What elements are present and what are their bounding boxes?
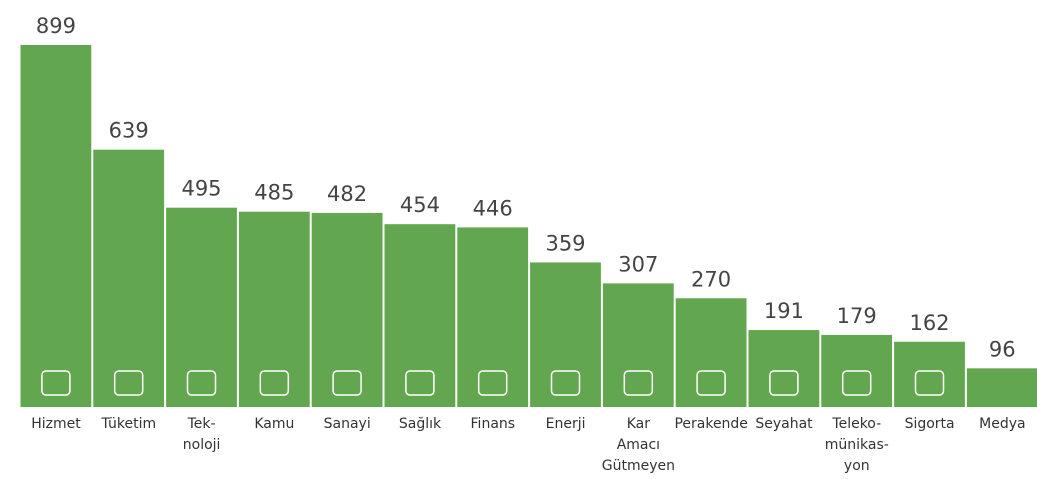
bar-icon bbox=[623, 370, 654, 396]
bar bbox=[20, 45, 92, 407]
value-label: 179 bbox=[837, 304, 877, 328]
bar bbox=[894, 341, 965, 407]
value-label: 162 bbox=[909, 311, 949, 335]
value-label: 495 bbox=[181, 177, 221, 201]
bar-icon bbox=[113, 370, 144, 396]
category-label: Sigorta bbox=[904, 416, 955, 432]
bar-icon bbox=[841, 370, 872, 396]
category-label: Kamu bbox=[254, 416, 295, 432]
bar bbox=[311, 212, 383, 407]
value-label: 307 bbox=[618, 252, 658, 276]
value-label: 482 bbox=[327, 182, 367, 206]
value-label: 270 bbox=[691, 267, 731, 291]
bar bbox=[966, 368, 1037, 407]
bar bbox=[530, 262, 601, 407]
bar bbox=[93, 149, 165, 408]
value-label: 639 bbox=[109, 119, 149, 143]
category-label: Sanayi bbox=[323, 416, 371, 432]
bar-icon bbox=[332, 370, 362, 396]
category-label: Medya bbox=[979, 416, 1026, 432]
category-label: Sağlık bbox=[398, 416, 442, 432]
category-label: Perakende bbox=[674, 416, 748, 432]
bar-icon bbox=[550, 370, 581, 396]
bar-icon bbox=[405, 370, 435, 396]
category-label: Tüketim bbox=[101, 416, 157, 432]
bar bbox=[748, 330, 820, 407]
bar bbox=[238, 211, 310, 407]
bar bbox=[457, 227, 529, 407]
bar-icon bbox=[477, 370, 508, 396]
bar-icon bbox=[696, 370, 726, 396]
value-label: 454 bbox=[400, 193, 440, 217]
category-label: Seyahat bbox=[755, 416, 813, 432]
bar-icon bbox=[259, 370, 290, 396]
category-label: Teleko- münikas- yon bbox=[824, 416, 889, 474]
category-label: Tek- noloji bbox=[182, 416, 221, 453]
category-label: Hizmet bbox=[31, 416, 81, 432]
bar-icon bbox=[186, 370, 217, 396]
category-label: Enerji bbox=[545, 416, 586, 432]
bar bbox=[675, 298, 747, 407]
value-label: 446 bbox=[473, 196, 513, 220]
bar-icon bbox=[41, 370, 71, 396]
bar-icon bbox=[769, 370, 799, 396]
value-label: 899 bbox=[36, 14, 76, 38]
value-label: 359 bbox=[545, 231, 585, 255]
category-label: Kar Amacı Gütmeyen bbox=[601, 416, 675, 474]
category-label: Finans bbox=[470, 416, 516, 432]
bar bbox=[166, 207, 237, 407]
bar bbox=[384, 224, 456, 407]
value-label: 191 bbox=[764, 299, 804, 323]
bar bbox=[602, 283, 674, 407]
bar-icon bbox=[914, 370, 945, 396]
value-label: 96 bbox=[989, 337, 1016, 361]
value-label: 485 bbox=[254, 181, 294, 205]
